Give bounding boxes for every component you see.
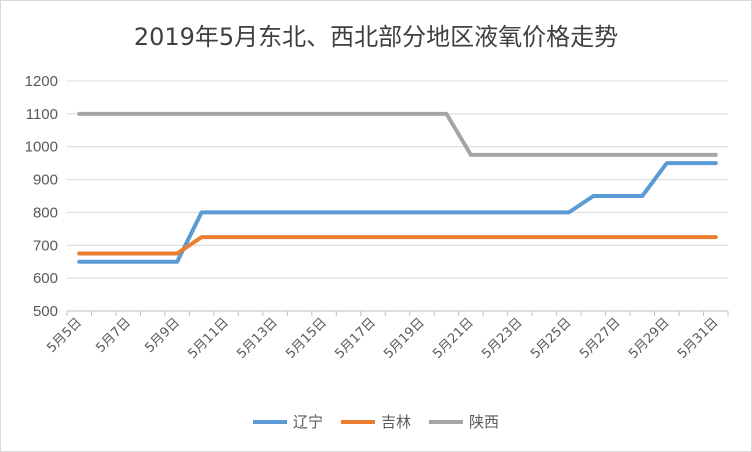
- legend: 辽宁 吉林 陕西: [1, 411, 751, 432]
- series-line-陕西: [77, 111, 718, 157]
- x-tick-label: 5月25日: [528, 315, 575, 362]
- legend-item: 陕西: [429, 411, 499, 432]
- x-tick-label: 5月9日: [142, 315, 183, 356]
- y-tick-label: 800: [33, 204, 58, 221]
- x-tick-label: 5月27日: [577, 315, 624, 362]
- x-tick-label: 5月13日: [234, 315, 281, 362]
- x-tick-label: 5月7日: [93, 315, 134, 356]
- x-tick-label: 5月17日: [332, 315, 379, 362]
- y-tick-label: 1100: [26, 106, 58, 123]
- legend-label: 辽宁: [292, 413, 323, 431]
- x-tick-label: 5月11日: [185, 315, 232, 362]
- legend-swatch: [252, 419, 287, 424]
- legend-label: 吉林: [380, 413, 411, 431]
- y-tick-label: 900: [33, 172, 58, 189]
- y-tick-label: 600: [33, 270, 58, 287]
- legend-item: 吉林: [340, 411, 411, 432]
- x-tick-label: 5月5日: [44, 315, 85, 356]
- x-tick-label: 5月15日: [283, 315, 330, 362]
- x-tick-label: 5月21日: [430, 315, 477, 362]
- x-tick-label: 5月29日: [626, 315, 673, 362]
- y-tick-label: 1000: [25, 139, 58, 156]
- legend-item: 辽宁: [252, 411, 323, 432]
- y-tick-label: 700: [33, 237, 58, 254]
- series-line-吉林: [77, 235, 718, 256]
- chart-title: 2019年5月东北、西北部分地区液氧价格走势: [133, 23, 619, 51]
- x-tick-label: 5月23日: [479, 315, 526, 362]
- x-tick-label: 5月19日: [381, 315, 428, 362]
- legend-swatch: [429, 419, 463, 424]
- series-line-辽宁: [77, 161, 718, 264]
- y-tick-label: 500: [33, 303, 58, 320]
- legend-swatch: [340, 419, 375, 424]
- x-tick-label: 5月31日: [675, 315, 722, 362]
- legend-label: 陕西: [469, 413, 500, 431]
- y-tick-label: 1200: [25, 73, 58, 90]
